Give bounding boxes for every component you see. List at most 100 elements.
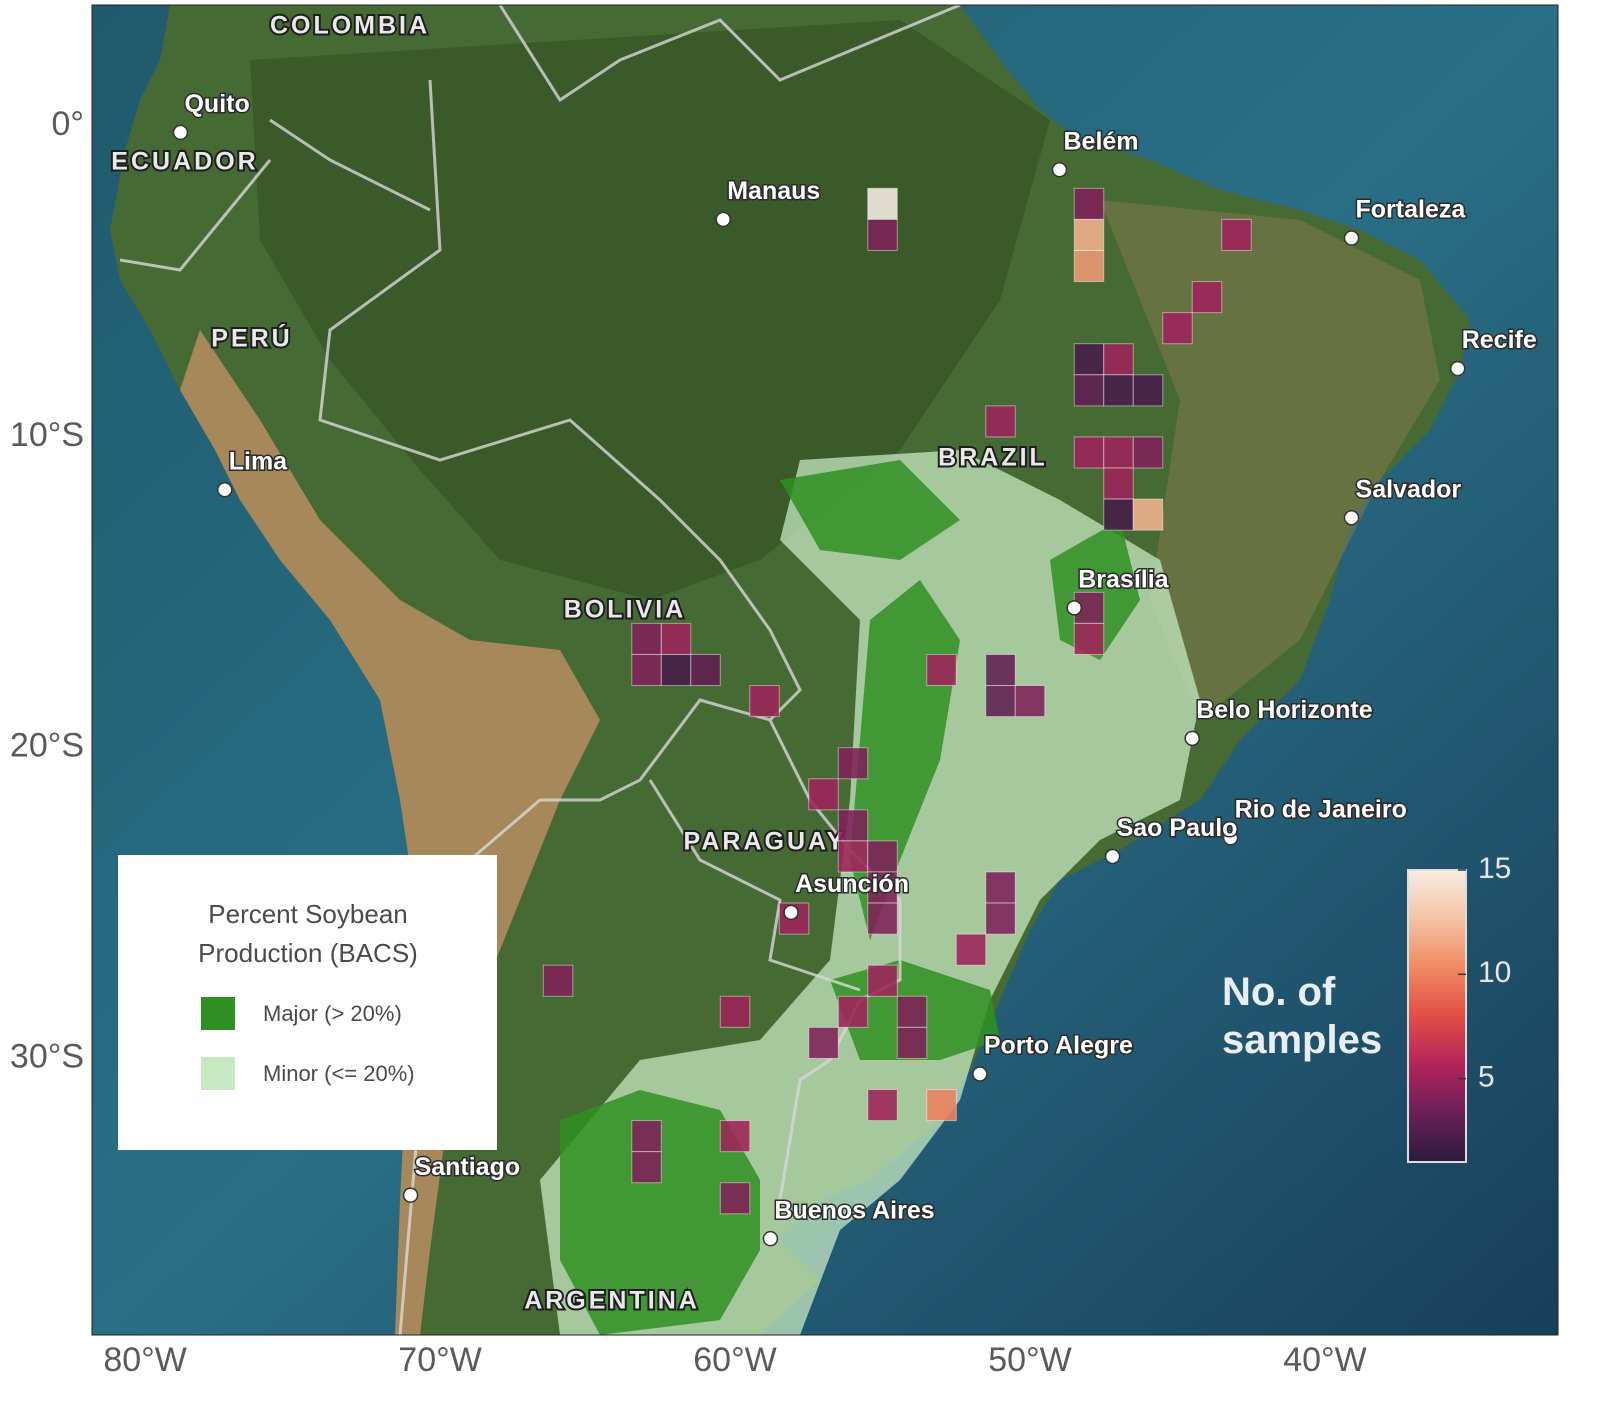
legend-title: Percent Soybean Production (BACS) — [198, 899, 418, 968]
sample-cell — [985, 685, 1016, 718]
border-line — [648, 779, 861, 992]
legend-swatch — [201, 1057, 235, 1090]
data-layer: 80°W 70°W 60°W 50°W 40°W 0° 10°S 20°S 30°S COLOMB… — [10, 10, 1538, 1379]
city-label: Asunción — [795, 870, 909, 898]
city-label: Sao Paulo — [1117, 814, 1238, 842]
city-label: Belo Horizonte — [1196, 696, 1372, 724]
city-label: Brasília — [1078, 565, 1169, 593]
sample-cell — [985, 902, 1016, 935]
city-label: Santiago — [415, 1153, 521, 1181]
sample-cell — [867, 1089, 898, 1122]
colorbar-title: No. of samples — [1222, 970, 1383, 1062]
sample-cell — [1103, 343, 1134, 376]
amazon-forest — [250, 20, 1050, 600]
border-line — [498, 5, 961, 103]
city-label: Manaus — [727, 177, 820, 205]
sample-cell — [719, 1182, 751, 1215]
legend-swatch — [201, 997, 235, 1030]
sample-cell — [1073, 187, 1105, 220]
border-line — [119, 118, 431, 272]
border-line — [768, 719, 902, 1201]
sample-cell — [631, 622, 662, 655]
city-dot — [762, 1230, 779, 1247]
colorbar-tick-label: 15 — [1478, 852, 1511, 885]
sample-cell — [985, 653, 1016, 687]
sample-cell — [631, 653, 662, 687]
sample-cell — [1073, 249, 1105, 283]
sample-cell — [808, 1026, 839, 1059]
sample-cell — [1073, 622, 1105, 655]
sample-cell — [1162, 312, 1193, 345]
city-dot — [783, 904, 799, 921]
sample-cell — [749, 685, 780, 718]
sample-cell — [631, 1120, 662, 1153]
country-label: PERÚ — [211, 323, 292, 353]
sample-cell — [1132, 436, 1164, 469]
y-tick-label: 10°S — [10, 416, 84, 454]
city-label: Recife — [1462, 326, 1537, 354]
sample-cell — [867, 902, 898, 935]
sample-cell — [631, 1151, 662, 1184]
city-dot — [1051, 161, 1068, 178]
andes — [180, 330, 600, 1335]
country-label: ECUADOR — [111, 148, 258, 176]
city-dot — [402, 1187, 419, 1203]
x-tick-label: 40°W — [1283, 1341, 1367, 1379]
city-label: Quito — [184, 90, 249, 118]
sample-cell — [1014, 685, 1046, 718]
sample-cell — [1132, 498, 1164, 531]
city-label: Belém — [1064, 127, 1139, 155]
city-dot — [1343, 230, 1360, 246]
sample-cell — [1103, 467, 1134, 500]
sample-cell — [896, 1026, 928, 1059]
city-dot — [1222, 830, 1239, 846]
sample-cell — [1103, 436, 1134, 469]
colorbar-tick-label: 10 — [1478, 956, 1511, 989]
sample-cell — [837, 809, 869, 842]
sample-cell — [1132, 374, 1164, 407]
city-dot — [1343, 509, 1360, 526]
sample-cell — [867, 964, 898, 997]
city-dot — [1184, 730, 1200, 747]
sample-cell — [719, 995, 751, 1028]
sample-cell — [690, 653, 721, 687]
city-dot — [1104, 848, 1121, 865]
country-label: PARAGUAY — [684, 828, 847, 856]
legend: Percent Soybean Production (BACS) Major … — [118, 855, 497, 1150]
city-dot — [172, 124, 189, 141]
country-label: ARGENTINA — [524, 1287, 700, 1315]
city-dot — [1066, 600, 1082, 616]
colorbar-tick-label: 5 — [1478, 1060, 1495, 1093]
city-dot — [216, 482, 233, 498]
city-dot — [1449, 360, 1466, 377]
sample-cell — [1073, 343, 1105, 376]
sample-cell — [1073, 218, 1105, 251]
city-label: Fortaleza — [1356, 196, 1467, 224]
sample-cell — [660, 622, 692, 655]
sample-cell — [1191, 281, 1223, 314]
sample-cell — [867, 871, 898, 904]
y-tick-label: 20°S — [10, 727, 84, 765]
sample-cell — [955, 933, 987, 966]
sample-cell — [985, 405, 1016, 438]
country-label: BOLIVIA — [564, 596, 686, 624]
y-tick-label: 0° — [51, 105, 84, 143]
sample-cell — [896, 995, 928, 1028]
sample-cell — [542, 964, 574, 997]
sample-cell — [808, 778, 839, 811]
x-tick-label: 70°W — [398, 1341, 482, 1379]
colorbar — [1407, 869, 1467, 1163]
country-label: BRAZIL — [938, 444, 1048, 472]
sample-cell — [1103, 498, 1134, 531]
legend-label: Major (> 20%) — [263, 1001, 402, 1026]
city-label: Buenos Aires — [774, 1196, 934, 1224]
y-tick-label: 30°S — [10, 1037, 84, 1075]
city-label: Porto Alegre — [984, 1032, 1133, 1060]
major-soy-region — [560, 460, 1140, 1335]
sample-cell — [867, 840, 898, 873]
city-dot — [715, 211, 731, 228]
sample-cell — [1103, 374, 1134, 407]
sample-cell — [837, 995, 869, 1028]
